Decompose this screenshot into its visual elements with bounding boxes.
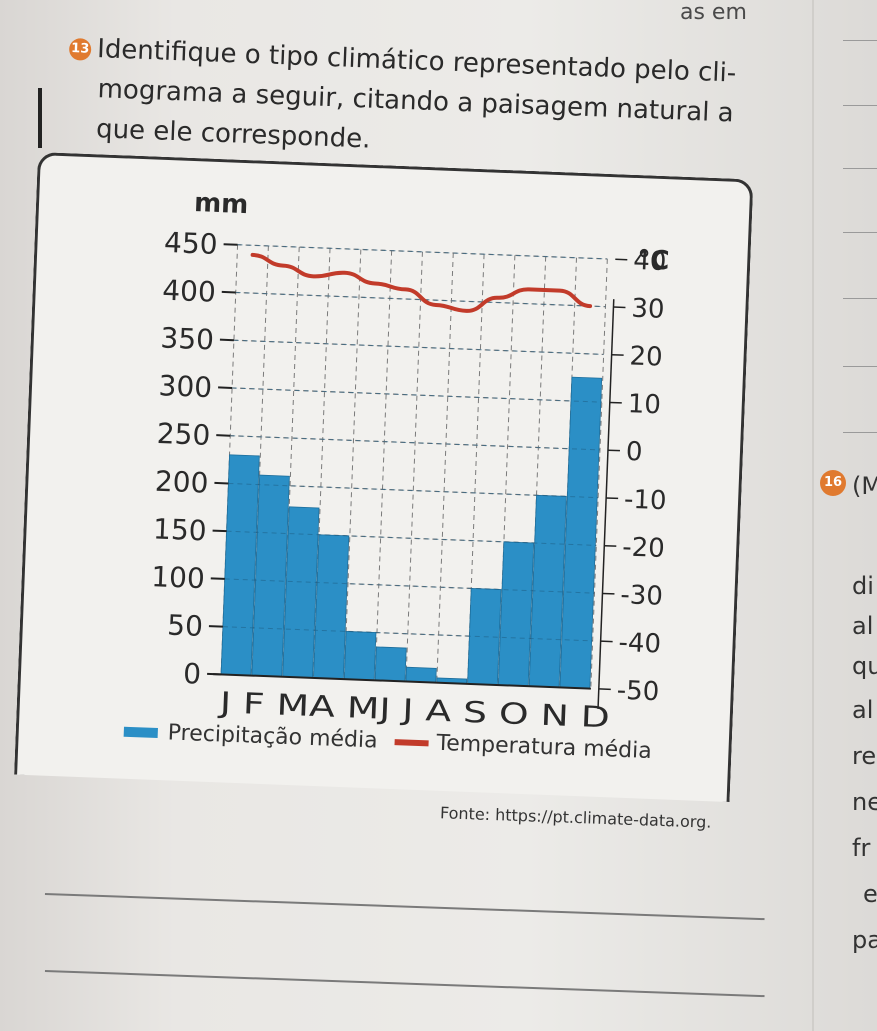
- left-tick-label-400: 400: [162, 274, 217, 309]
- left-tick-5: [216, 434, 231, 437]
- left-tick-label-350: 350: [160, 321, 215, 356]
- grid-overlay-h-5: [230, 435, 600, 451]
- right-tick-label-40: 40: [633, 246, 667, 277]
- right-text-fragment-8: fr: [852, 834, 871, 862]
- precip-bar-6: [374, 646, 407, 682]
- right-answer-dash-2: [843, 105, 877, 106]
- right-tick-label-30: 30: [631, 294, 665, 325]
- right-text-fragment-9: e: [863, 880, 877, 908]
- answer-line-2: [44, 970, 765, 998]
- right-text-fragment-4: qu: [852, 652, 877, 680]
- precip-bar-7: [405, 666, 437, 684]
- right-answer-dash-7: [843, 432, 877, 433]
- right-text-fragment-2: di: [852, 572, 874, 600]
- right-text-fragment-6: re: [852, 742, 877, 770]
- climogram-card: 0 50 100 150 200 250 300 350 400 450 -50 -40 -30 -20-…: [14, 152, 754, 803]
- right-tick-label--50: -50: [616, 676, 660, 708]
- right-answer-dash-3: [843, 168, 877, 169]
- answer-line-1: [44, 893, 765, 921]
- left-tick-label-300: 300: [158, 369, 213, 404]
- x-axis-line: [213, 673, 591, 690]
- right-text-fragment-3: al: [852, 612, 874, 640]
- right-answer-dash-1: [843, 40, 877, 41]
- left-tick-label-150: 150: [153, 512, 208, 547]
- right-text-fragment-1: (M: [852, 472, 877, 500]
- right-answer-dash-6: [843, 366, 877, 367]
- right-axis-label: °C: [637, 245, 670, 276]
- precip-bar-3: [282, 506, 320, 679]
- left-tick-7: [219, 338, 234, 342]
- right-tick-label--10: -10: [624, 485, 668, 517]
- left-tick-3: [212, 529, 227, 533]
- left-tick-label-450: 450: [164, 226, 219, 261]
- precip-bar-4: [313, 534, 350, 680]
- climogram-chart: 050100150200250300350400450-50-40-30-20-…: [151, 188, 670, 734]
- left-tick-label-100: 100: [151, 560, 206, 595]
- right-text-fragment-5: al: [852, 696, 874, 724]
- grid-line-v-6: [405, 251, 423, 682]
- precip-bar-10: [497, 541, 535, 687]
- grid-overlay-h-2: [224, 578, 595, 594]
- left-tick-label-50: 50: [167, 609, 204, 643]
- question-16-badge: 16: [820, 470, 846, 496]
- right-tick-label--40: -40: [618, 628, 662, 660]
- left-tick-label-200: 200: [154, 465, 209, 500]
- left-tick-9: [223, 243, 238, 246]
- precip-bar-5: [343, 630, 377, 681]
- grid-line-v-4: [343, 249, 362, 680]
- page-gutter: [812, 0, 814, 1031]
- left-tick-label-0: 0: [183, 657, 202, 691]
- left-tick-label-250: 250: [156, 417, 211, 452]
- right-answer-dash-4: [843, 232, 877, 233]
- grid-overlay-h-7: [233, 339, 604, 355]
- right-text-fragment-10: pa: [852, 926, 877, 954]
- left-margin-bar: [38, 88, 42, 148]
- right-tick-label-0: 0: [625, 437, 643, 468]
- question-number-badge: 13: [68, 37, 92, 61]
- chart-source: Fonte: https://pt.climate-data.org.: [439, 803, 712, 832]
- right-tick-label--30: -30: [620, 580, 664, 612]
- legend-swatch-precipitation: [123, 726, 158, 739]
- right-tick-label-10: 10: [627, 389, 661, 420]
- precip-bar-12: [559, 376, 603, 689]
- right-axis-line: [597, 299, 615, 709]
- grid-overlay-h-1: [222, 626, 593, 642]
- next-page-column: (M di al qu al re ne fr e pa: [815, 0, 877, 1031]
- right-text-fragment-7: ne: [852, 788, 877, 816]
- left-axis-label: mm: [194, 188, 249, 220]
- grid-overlay-h-4: [228, 482, 599, 499]
- grid-overlay-h-3: [226, 530, 597, 546]
- top-text-fragment: as em: [680, 0, 747, 25]
- legend-swatch-temperature: [394, 739, 429, 747]
- left-tick-1: [208, 625, 223, 628]
- right-tick-label--20: -20: [622, 532, 666, 564]
- right-answer-dash-5: [843, 298, 877, 299]
- left-tick-2: [210, 577, 225, 580]
- grid-line-v-7: [436, 252, 454, 683]
- grid-overlay-h-9: [237, 244, 608, 260]
- left-tick-4: [214, 481, 229, 485]
- left-tick-6: [218, 386, 233, 389]
- left-tick-8: [221, 290, 236, 294]
- question-13: 13 Identifique o tipo climático represent…: [65, 28, 789, 176]
- grid-line-v-5: [374, 250, 393, 681]
- grid-overlay-h-6: [232, 387, 602, 403]
- left-tick-0: [207, 672, 222, 676]
- right-tick-label-20: 20: [629, 341, 663, 372]
- temperature-line: [250, 252, 593, 313]
